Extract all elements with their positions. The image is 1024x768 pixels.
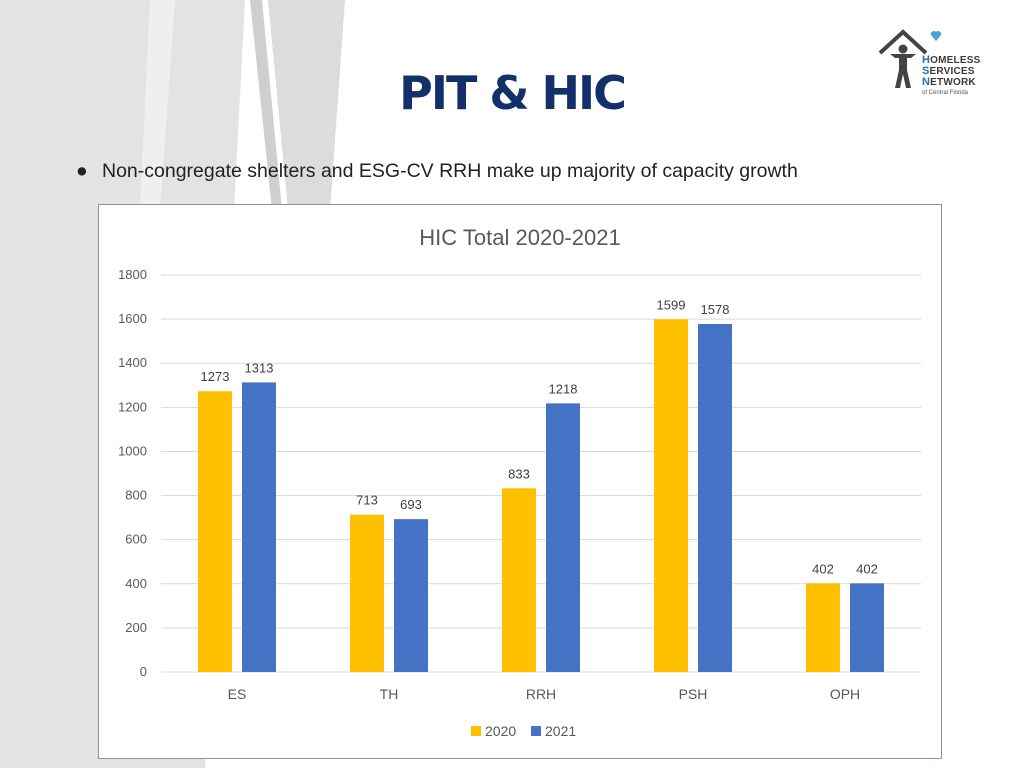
hic-bar-chart: HIC Total 2020-2021 0 200 400 600 800 1000 120… (118, 225, 921, 739)
data-label: 1313 (245, 360, 274, 375)
data-label: 1273 (201, 369, 230, 384)
y-tick-label: 0 (140, 664, 147, 679)
legend-swatch-2021 (531, 726, 541, 736)
data-label: 1599 (657, 297, 686, 312)
bar-es-2020 (198, 391, 232, 672)
data-label: 833 (508, 466, 530, 481)
data-label: 402 (812, 561, 834, 576)
bar-psh-2020 (654, 319, 688, 672)
bullet-text: Non-congregate shelters and ESG-CV RRH m… (102, 160, 798, 182)
data-label: 1218 (549, 381, 578, 396)
y-tick-label: 200 (125, 620, 147, 635)
y-tick-label: 1000 (118, 443, 147, 458)
chart-frame: HIC Total 2020-2021 0 200 400 600 800 1000 120… (98, 204, 942, 759)
x-tick-label: RRH (526, 686, 556, 702)
bullet-item: ● Non-congregate shelters and ESG-CV RRH … (76, 160, 798, 183)
bar-psh-2021 (698, 323, 732, 672)
bar-th-2021 (394, 519, 428, 672)
y-tick-label: 1400 (118, 355, 147, 370)
bar-oph-2021 (850, 583, 884, 672)
y-tick-label: 600 (125, 532, 147, 547)
bar-rrh-2020 (502, 488, 536, 672)
data-label: 693 (400, 497, 422, 512)
organization-logo (876, 26, 996, 96)
data-label: 1578 (701, 302, 730, 317)
logo-wordmark: HOMELESS SERVICES NETWORK of Central Flo… (922, 54, 981, 97)
legend-swatch-2020 (471, 726, 481, 736)
y-tick-label: 400 (125, 576, 147, 591)
x-tick-label: ES (228, 686, 247, 702)
bullet-marker: ● (76, 160, 88, 182)
legend-label: 2020 (485, 723, 516, 739)
bar-oph-2020 (806, 583, 840, 672)
page-title: PIT & HIC (399, 66, 627, 120)
y-tick-label: 1800 (118, 267, 147, 282)
bar-th-2020 (350, 514, 384, 672)
chart-title: HIC Total 2020-2021 (419, 225, 620, 250)
bar-rrh-2021 (546, 403, 580, 672)
bar-es-2021 (242, 382, 276, 672)
y-tick-label: 1200 (118, 399, 147, 414)
x-tick-label: OPH (830, 686, 860, 702)
legend-label: 2021 (545, 723, 576, 739)
data-label: 713 (356, 493, 378, 508)
x-tick-label: TH (380, 686, 399, 702)
x-tick-label: PSH (679, 686, 708, 702)
y-tick-label: 800 (125, 488, 147, 503)
y-tick-label: 1600 (118, 311, 147, 326)
data-label: 402 (856, 561, 878, 576)
